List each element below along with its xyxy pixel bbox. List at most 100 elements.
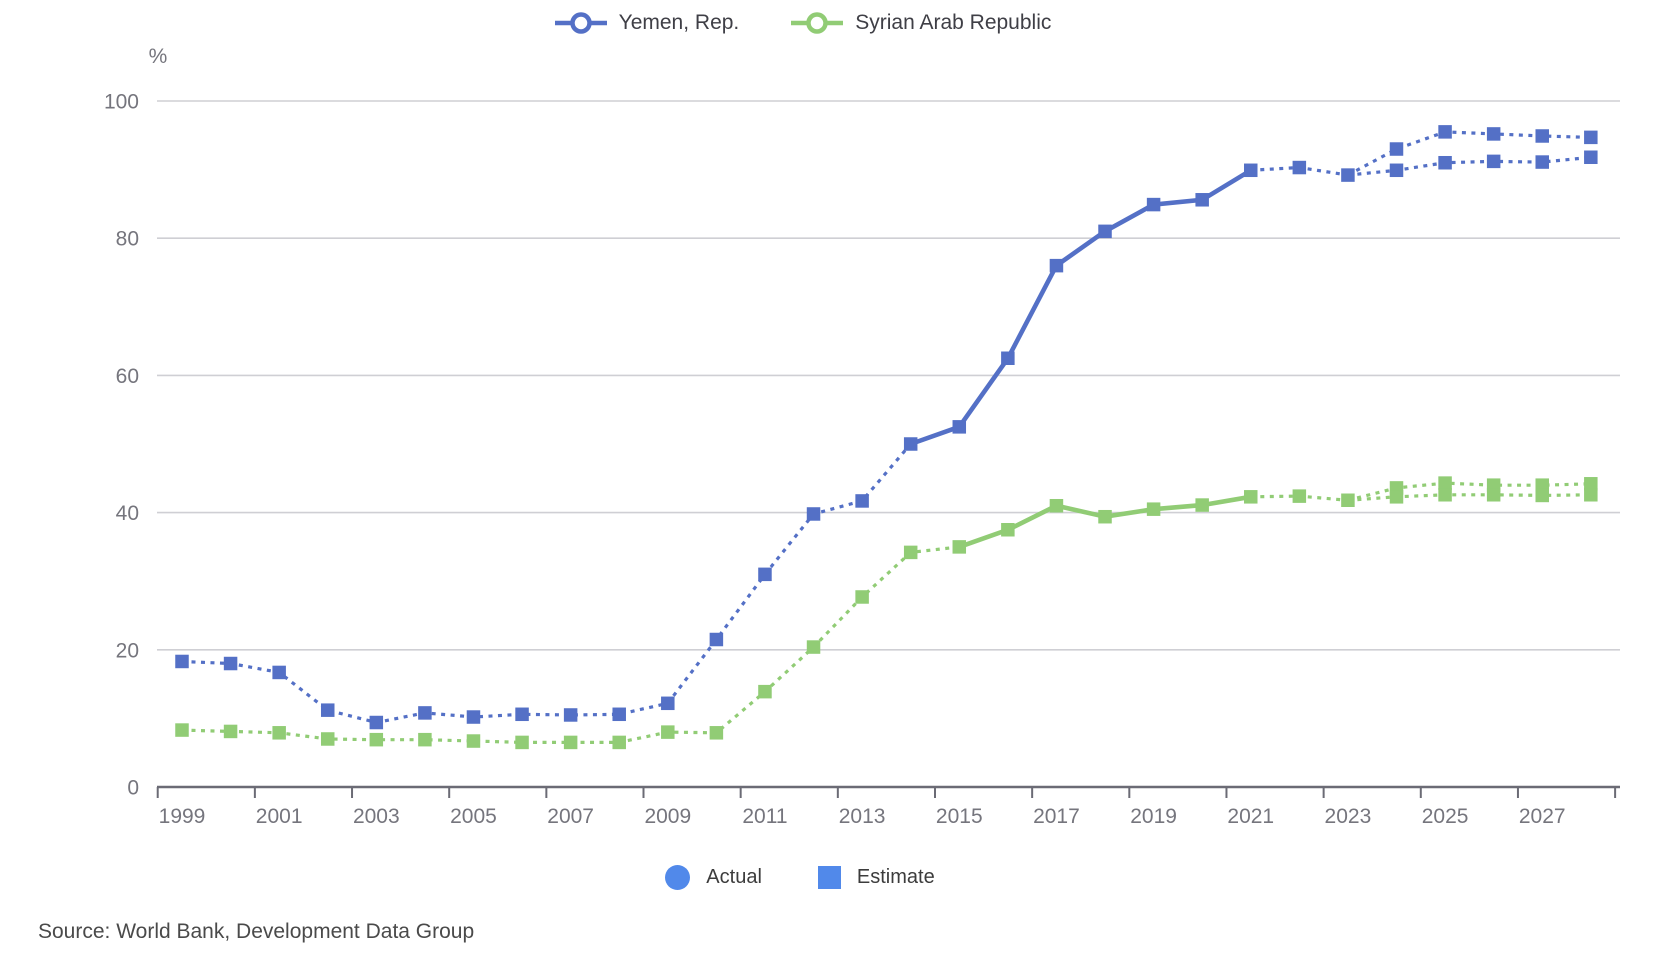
syria-data-point[interactable]: [1535, 478, 1549, 492]
syria-data-point[interactable]: [1389, 490, 1404, 504]
yemen-data-point[interactable]: [1584, 130, 1598, 145]
syria-data-point[interactable]: [1244, 490, 1258, 504]
legend-item-syria[interactable]: Syrian Arab Republic: [791, 10, 1051, 36]
syria-data-point[interactable]: [709, 726, 724, 740]
syria-line-circle-icon: [791, 12, 844, 34]
x-axis-label: 2001: [256, 805, 303, 828]
syria-data-point[interactable]: [369, 732, 384, 747]
legend-item-estimate[interactable]: Estimate: [817, 865, 935, 889]
syria-data-point[interactable]: [806, 640, 821, 654]
yemen-data-point[interactable]: [1486, 127, 1501, 141]
yemen-data-point[interactable]: [709, 632, 724, 647]
syria-projection-lower: [1347, 493, 1591, 502]
syria-data-point[interactable]: [1146, 502, 1161, 516]
y-axis-label: 20: [116, 639, 139, 662]
yemen-data-point[interactable]: [369, 715, 384, 730]
yemen-data-point[interactable]: [1195, 193, 1209, 207]
line-chart: 1999 2001 2003 2005 2007 2009 2011 2013 2015 2017…: [104, 45, 1620, 828]
legend-item-yemen[interactable]: Yemen, Rep.: [554, 10, 740, 36]
yemen-data-point[interactable]: [1584, 150, 1598, 165]
syria-data-point[interactable]: [1292, 489, 1307, 503]
yemen-line-circle-icon: [554, 12, 607, 34]
yemen-data-point[interactable]: [1292, 160, 1307, 175]
yemen-data-point[interactable]: [175, 654, 189, 669]
yemen-data-point[interactable]: [515, 707, 529, 722]
yemen-data-point[interactable]: [903, 437, 918, 451]
x-axis-label: 2009: [644, 805, 691, 828]
x-axis-label: 2027: [1519, 805, 1566, 828]
x-axis-label: 2003: [353, 805, 400, 828]
syria-data-point[interactable]: [1535, 488, 1549, 503]
yemen-data-point[interactable]: [855, 494, 869, 508]
yemen-data-point[interactable]: [1486, 154, 1501, 169]
legend-label-yemen: Yemen, Rep.: [618, 11, 740, 34]
syria-data-point[interactable]: [1584, 477, 1598, 491]
syria-data-point[interactable]: [1195, 498, 1209, 512]
marker-type-legend: Actual Estimate: [0, 862, 1600, 892]
syria-data-point[interactable]: [466, 734, 481, 748]
syria-data-point[interactable]: [612, 735, 626, 750]
syria-data-point[interactable]: [661, 725, 675, 739]
syria-data-point[interactable]: [1438, 476, 1452, 490]
yemen-data-point[interactable]: [418, 706, 432, 720]
syria-data-point[interactable]: [515, 735, 529, 750]
yemen-data-point[interactable]: [320, 703, 335, 717]
yemen-data-point[interactable]: [272, 665, 286, 680]
syria-data-point[interactable]: [1438, 488, 1452, 502]
legend-item-actual[interactable]: Actual: [665, 864, 762, 890]
syria-data-point[interactable]: [223, 724, 238, 739]
syria-data-point[interactable]: [855, 590, 869, 604]
yemen-data-point[interactable]: [758, 567, 772, 582]
yemen-data-point[interactable]: [1244, 163, 1258, 178]
syria-data-point[interactable]: [320, 732, 335, 746]
syria-data-point[interactable]: [1049, 498, 1064, 513]
yemen-data-point[interactable]: [1001, 351, 1015, 366]
yemen-data-point[interactable]: [1438, 125, 1452, 139]
actual-label: Actual: [706, 865, 762, 888]
yemen-data-point[interactable]: [1438, 155, 1452, 170]
yemen-data-point[interactable]: [1535, 155, 1549, 169]
syria-data-point[interactable]: [1098, 509, 1112, 524]
yemen-data-point[interactable]: [952, 420, 967, 434]
x-axis-label: 2019: [1130, 805, 1177, 828]
yemen-projection-lower: [1347, 155, 1591, 177]
syria-data-point[interactable]: [1341, 493, 1355, 508]
syria-data-point[interactable]: [952, 540, 967, 554]
x-axis-label: 2011: [742, 805, 787, 828]
syria-data-point[interactable]: [1584, 488, 1598, 502]
y-axis-unit-label: %: [149, 45, 168, 68]
yemen-data-point[interactable]: [1341, 168, 1355, 182]
x-axis-label: 2017: [1033, 805, 1080, 828]
x-axis-label: 2025: [1422, 805, 1469, 828]
syria-data-point[interactable]: [758, 684, 772, 699]
y-axis-label: 60: [116, 365, 139, 388]
syria-data-point[interactable]: [272, 726, 286, 740]
x-axis-label: 2023: [1325, 805, 1372, 828]
yemen-data-point[interactable]: [1389, 142, 1404, 156]
x-axis-label: 2007: [547, 805, 594, 828]
yemen-data-point[interactable]: [1146, 197, 1161, 212]
y-axis-label: 80: [116, 228, 139, 251]
estimate-label: Estimate: [856, 865, 935, 888]
yemen-data-point[interactable]: [1389, 163, 1404, 178]
syria-data-point[interactable]: [903, 545, 918, 560]
syria-data-point[interactable]: [418, 732, 432, 747]
syria-data-point[interactable]: [1486, 488, 1501, 502]
yemen-data-point[interactable]: [1535, 129, 1549, 143]
yemen-data-point[interactable]: [563, 708, 578, 722]
syria-data-point[interactable]: [175, 723, 189, 737]
yemen-data-point[interactable]: [1049, 258, 1064, 273]
yemen-line-actual: [909, 168, 1252, 447]
yemen-data-point[interactable]: [223, 656, 238, 671]
yemen-projection-upper: [1347, 130, 1591, 177]
yemen-data-point[interactable]: [661, 696, 675, 711]
yemen-data-point[interactable]: [612, 707, 626, 722]
x-axis-label: 2005: [450, 805, 497, 828]
syria-data-point[interactable]: [1001, 523, 1015, 537]
yemen-data-point[interactable]: [1098, 224, 1112, 239]
yemen-data-point[interactable]: [466, 710, 481, 724]
yemen-data-point[interactable]: [806, 507, 821, 521]
x-axis-label: 2015: [936, 805, 983, 828]
y-axis-label: 100: [104, 91, 139, 114]
syria-data-point[interactable]: [563, 735, 578, 750]
